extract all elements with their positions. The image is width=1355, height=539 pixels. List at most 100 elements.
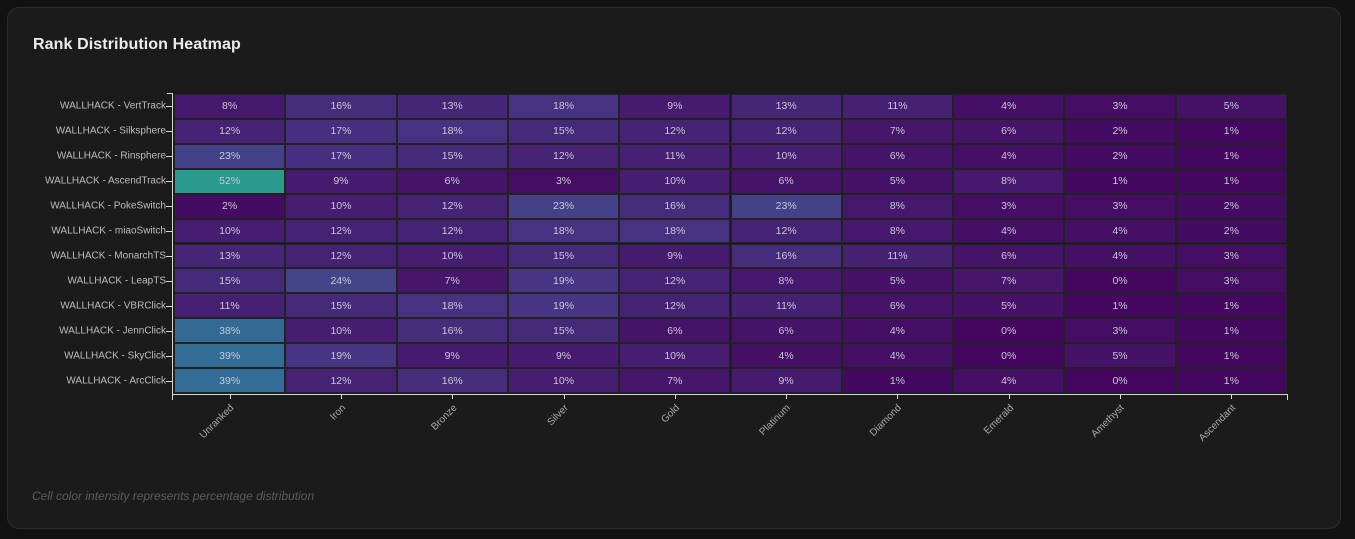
heatmap-cell[interactable]: 10% — [730, 143, 842, 169]
heatmap-cell[interactable]: 39% — [174, 368, 286, 393]
heatmap-cell[interactable]: 7% — [841, 118, 954, 144]
heatmap-cell[interactable]: 52% — [174, 168, 286, 194]
heatmap-cell[interactable]: 1% — [1175, 368, 1287, 393]
heatmap-cell[interactable]: 3% — [1064, 193, 1176, 219]
heatmap-cell[interactable]: 16% — [396, 318, 508, 344]
heatmap-cell[interactable]: 12% — [730, 218, 842, 244]
heatmap-cell[interactable]: 4% — [953, 218, 1065, 244]
heatmap-cell[interactable]: 5% — [841, 168, 954, 194]
heatmap-cell[interactable]: 2% — [1064, 143, 1176, 169]
heatmap-cell[interactable]: 4% — [953, 94, 1065, 119]
heatmap-cell[interactable]: 1% — [1175, 293, 1287, 319]
heatmap-cell[interactable]: 4% — [1064, 243, 1176, 269]
heatmap-cell[interactable]: 19% — [285, 343, 397, 369]
heatmap-cell[interactable]: 12% — [285, 218, 397, 244]
heatmap-cell[interactable]: 4% — [841, 343, 954, 369]
heatmap-cell[interactable]: 4% — [841, 318, 954, 344]
heatmap-cell[interactable]: 3% — [1064, 94, 1176, 119]
heatmap-cell[interactable]: 13% — [396, 94, 508, 119]
heatmap-cell[interactable]: 1% — [841, 368, 954, 393]
heatmap-cell[interactable]: 6% — [841, 293, 954, 319]
heatmap-cell[interactable]: 0% — [953, 318, 1065, 344]
heatmap-cell[interactable]: 18% — [396, 293, 508, 319]
heatmap-cell[interactable]: 16% — [730, 243, 842, 269]
heatmap-cell[interactable]: 7% — [953, 268, 1065, 294]
heatmap-cell[interactable]: 10% — [285, 318, 397, 344]
heatmap-cell[interactable]: 15% — [396, 143, 508, 169]
heatmap-cell[interactable]: 3% — [1175, 243, 1287, 269]
heatmap-cell[interactable]: 10% — [174, 218, 286, 244]
heatmap-cell[interactable]: 10% — [396, 243, 508, 269]
heatmap-cell[interactable]: 6% — [730, 168, 842, 194]
heatmap-cell[interactable]: 2% — [1175, 218, 1287, 244]
heatmap-cell[interactable]: 16% — [285, 94, 397, 119]
heatmap-cell[interactable]: 1% — [1175, 143, 1287, 169]
heatmap-cell[interactable]: 18% — [507, 94, 620, 119]
heatmap-cell[interactable]: 3% — [953, 193, 1065, 219]
heatmap-cell[interactable]: 6% — [953, 243, 1065, 269]
heatmap-cell[interactable]: 12% — [619, 268, 731, 294]
heatmap-cell[interactable]: 39% — [174, 343, 286, 369]
heatmap-cell[interactable]: 9% — [285, 168, 397, 194]
heatmap-cell[interactable]: 23% — [507, 193, 620, 219]
heatmap-cell[interactable]: 12% — [285, 243, 397, 269]
heatmap-cell[interactable]: 12% — [285, 368, 397, 393]
heatmap-cell[interactable]: 10% — [285, 193, 397, 219]
heatmap-cell[interactable]: 4% — [1064, 218, 1176, 244]
heatmap-cell[interactable]: 6% — [730, 318, 842, 344]
heatmap-cell[interactable]: 12% — [396, 218, 508, 244]
heatmap-cell[interactable]: 0% — [1064, 268, 1176, 294]
heatmap-cell[interactable]: 10% — [507, 368, 620, 393]
heatmap-cell[interactable]: 7% — [619, 368, 731, 393]
heatmap-cell[interactable]: 3% — [1064, 318, 1176, 344]
heatmap-cell[interactable]: 11% — [730, 293, 842, 319]
heatmap-cell[interactable]: 10% — [619, 343, 731, 369]
heatmap-cell[interactable]: 23% — [730, 193, 842, 219]
heatmap-cell[interactable]: 38% — [174, 318, 286, 344]
heatmap-cell[interactable]: 15% — [507, 118, 620, 144]
heatmap-cell[interactable]: 6% — [396, 168, 508, 194]
heatmap-cell[interactable]: 3% — [1175, 268, 1287, 294]
heatmap-cell[interactable]: 5% — [953, 293, 1065, 319]
heatmap-cell[interactable]: 4% — [953, 368, 1065, 393]
heatmap-cell[interactable]: 0% — [1064, 368, 1176, 393]
heatmap-cell[interactable]: 23% — [174, 143, 286, 169]
heatmap-cell[interactable]: 16% — [396, 368, 508, 393]
heatmap-cell[interactable]: 9% — [619, 243, 731, 269]
heatmap-cell[interactable]: 18% — [619, 218, 731, 244]
heatmap-cell[interactable]: 0% — [953, 343, 1065, 369]
heatmap-cell[interactable]: 5% — [841, 268, 954, 294]
heatmap-cell[interactable]: 2% — [1064, 118, 1176, 144]
heatmap-cell[interactable]: 6% — [841, 143, 954, 169]
heatmap-cell[interactable]: 9% — [507, 343, 620, 369]
heatmap-cell[interactable]: 1% — [1064, 168, 1176, 194]
heatmap-cell[interactable]: 4% — [730, 343, 842, 369]
heatmap-cell[interactable]: 13% — [174, 243, 286, 269]
heatmap-cell[interactable]: 17% — [285, 118, 397, 144]
heatmap-cell[interactable]: 9% — [619, 94, 731, 119]
heatmap-cell[interactable]: 11% — [841, 94, 954, 119]
heatmap-cell[interactable]: 18% — [507, 218, 620, 244]
heatmap-cell[interactable]: 9% — [730, 368, 842, 393]
heatmap-cell[interactable]: 8% — [841, 218, 954, 244]
heatmap-cell[interactable]: 8% — [953, 168, 1065, 194]
heatmap-cell[interactable]: 1% — [1064, 293, 1176, 319]
heatmap-cell[interactable]: 7% — [396, 268, 508, 294]
heatmap-cell[interactable]: 18% — [396, 118, 508, 144]
heatmap-cell[interactable]: 12% — [174, 118, 286, 144]
heatmap-cell[interactable]: 12% — [396, 193, 508, 219]
heatmap-cell[interactable]: 5% — [1064, 343, 1176, 369]
heatmap-cell[interactable]: 12% — [507, 143, 620, 169]
heatmap-cell[interactable]: 5% — [1175, 94, 1287, 119]
heatmap-cell[interactable]: 12% — [619, 293, 731, 319]
heatmap-cell[interactable]: 6% — [953, 118, 1065, 144]
heatmap-cell[interactable]: 8% — [174, 94, 286, 119]
heatmap-cell[interactable]: 15% — [507, 318, 620, 344]
heatmap-cell[interactable]: 11% — [619, 143, 731, 169]
heatmap-cell[interactable]: 12% — [619, 118, 731, 144]
heatmap-cell[interactable]: 2% — [174, 193, 286, 219]
heatmap-cell[interactable]: 2% — [1175, 193, 1287, 219]
heatmap-cell[interactable]: 15% — [285, 293, 397, 319]
heatmap-cell[interactable]: 8% — [841, 193, 954, 219]
heatmap-cell[interactable]: 1% — [1175, 118, 1287, 144]
